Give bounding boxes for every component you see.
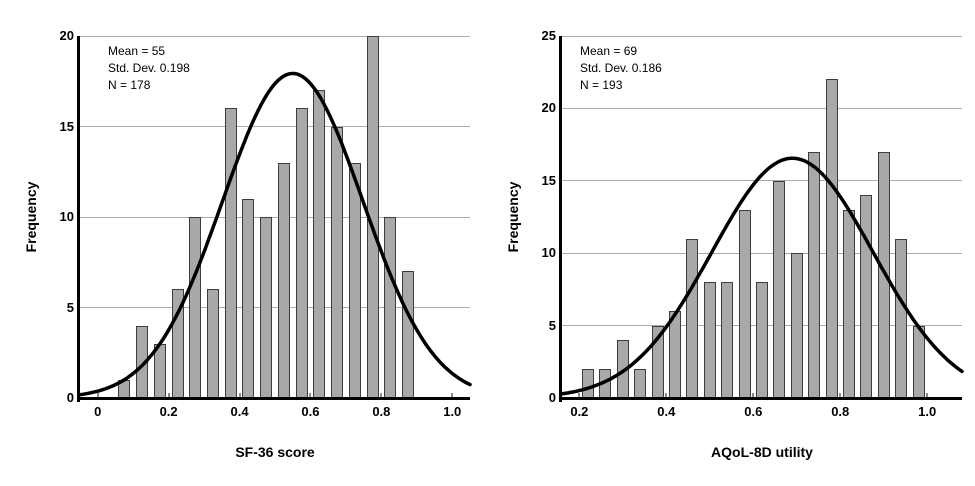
- y-tick-label: 10: [541, 245, 556, 261]
- y-gridline: [80, 307, 470, 308]
- plot-area-aqol8d: Mean = 69 Std. Dev. 0.186 N = 193: [560, 35, 964, 400]
- stddev-label: Std. Dev. 0.198: [108, 61, 190, 75]
- x-tick-mark: [238, 393, 241, 398]
- x-tick-label: 0.6: [301, 404, 320, 419]
- y-gridline: [562, 180, 962, 182]
- x-tick-mark: [665, 393, 668, 398]
- y-tick-label: 25: [541, 28, 556, 43]
- y-tick-label: 20: [59, 28, 74, 43]
- y-gridline: [80, 126, 470, 127]
- y-tick-label: 5: [66, 299, 74, 315]
- stats-annotation: Mean = 55 Std. Dev. 0.198 N = 178: [108, 43, 190, 94]
- x-tick-label: 0.4: [230, 404, 249, 419]
- mean-label: Mean = 69: [580, 44, 638, 58]
- y-gridline: [80, 35, 470, 37]
- n-label: N = 178: [108, 78, 151, 92]
- y-axis-title: Frequency: [505, 181, 521, 253]
- x-tick-label: 0.8: [372, 404, 391, 419]
- n-label: N = 193: [580, 78, 623, 92]
- y-tick-label: 0: [66, 390, 74, 405]
- y-gridline: [562, 35, 962, 37]
- mean-label: Mean = 55: [108, 44, 166, 58]
- x-tick-label: 0.2: [570, 404, 589, 419]
- x-tick-mark: [167, 393, 170, 398]
- y-tick-label: 15: [541, 172, 556, 188]
- y-tick-label: 5: [548, 317, 556, 333]
- y-tick-label: 20: [541, 100, 556, 116]
- x-tick-mark: [96, 393, 99, 398]
- x-tick-label: 0: [94, 404, 102, 419]
- x-tick-mark: [380, 393, 383, 398]
- x-tick-mark: [309, 393, 312, 398]
- x-tick-mark: [752, 393, 755, 398]
- y-axis-line: [559, 36, 562, 402]
- x-tick-mark: [926, 393, 929, 398]
- x-axis-line: [559, 397, 962, 400]
- stats-annotation: Mean = 69 Std. Dev. 0.186 N = 193: [580, 43, 662, 94]
- x-tick-label: 1.0: [443, 404, 462, 419]
- stddev-label: Std. Dev. 0.186: [580, 61, 662, 75]
- x-tick-label: 0.8: [831, 404, 850, 419]
- plot-area-sf36: Mean = 55 Std. Dev. 0.198 N = 178: [78, 35, 472, 400]
- x-tick-label: 1.0: [918, 404, 937, 419]
- y-axis-line: [77, 36, 80, 402]
- y-tick-label: 10: [59, 209, 74, 224]
- x-tick-label: 0.4: [657, 404, 676, 419]
- x-tick-mark: [839, 393, 842, 398]
- x-tick-mark: [451, 393, 454, 398]
- normal-curve: [78, 71, 472, 397]
- x-tick-label: 0.6: [744, 404, 763, 419]
- x-axis-title: AQoL-8D utility: [711, 444, 813, 460]
- normal-curve: [560, 156, 964, 396]
- y-tick-label: 15: [59, 118, 74, 134]
- y-gridline: [562, 107, 962, 109]
- y-gridline: [80, 216, 470, 218]
- y-gridline: [562, 252, 962, 254]
- y-tick-label: 0: [548, 390, 556, 405]
- x-tick-mark: [578, 393, 581, 398]
- x-axis-title: SF-36 score: [235, 444, 315, 460]
- x-axis-line: [77, 397, 470, 400]
- x-tick-label: 0.2: [159, 404, 178, 419]
